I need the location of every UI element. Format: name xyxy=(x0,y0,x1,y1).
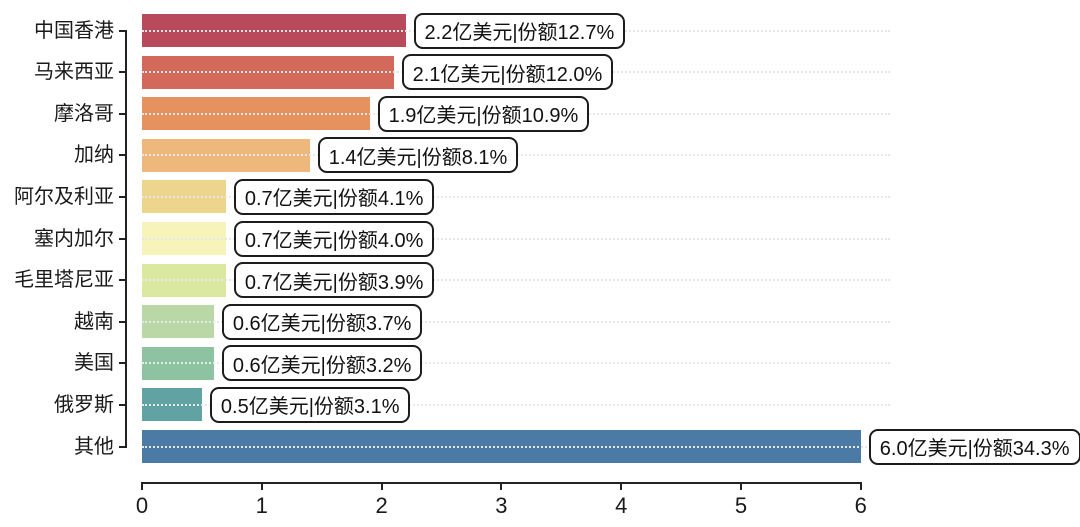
x-tick-label: 2 xyxy=(375,493,388,518)
x-tick xyxy=(500,484,503,490)
y-tick xyxy=(119,403,126,406)
category-label: 马来西亚 xyxy=(34,61,114,84)
grid-line xyxy=(142,362,890,365)
x-tick-label: 1 xyxy=(255,493,268,518)
x-tick-label: 5 xyxy=(734,493,748,518)
y-tick xyxy=(119,445,126,448)
x-tick xyxy=(859,484,862,490)
x-tick xyxy=(380,484,383,490)
category-label: 中国香港 xyxy=(34,19,114,42)
x-tick xyxy=(260,484,263,490)
y-tick xyxy=(119,29,126,32)
category-label: 其他 xyxy=(74,435,114,458)
x-tick xyxy=(620,484,623,490)
y-tick xyxy=(119,154,126,157)
y-tick xyxy=(119,112,126,115)
grid-line xyxy=(142,279,890,282)
category-label: 毛里塔尼亚 xyxy=(14,269,114,292)
grid-line xyxy=(142,237,890,240)
x-tick-label: 3 xyxy=(495,493,508,518)
value-label: 1.9亿美元|份额10.9% xyxy=(377,95,590,132)
y-tick xyxy=(119,320,126,323)
category-label: 阿尔及利亚 xyxy=(14,185,114,208)
grid-line xyxy=(142,195,890,198)
value-label: 0.6亿美元|份额3.7% xyxy=(221,303,423,340)
value-label: 0.7亿美元|份额4.0% xyxy=(233,220,435,257)
value-label: 1.4亿美元|份额8.1% xyxy=(317,137,519,174)
x-axis-line xyxy=(141,482,862,484)
x-tick-label: 0 xyxy=(135,493,149,518)
grid-line xyxy=(142,403,890,406)
category-label: 俄罗斯 xyxy=(54,393,114,416)
x-tick xyxy=(740,484,742,490)
category-label: 塞内加尔 xyxy=(34,227,114,250)
y-tick xyxy=(119,237,126,240)
x-tick xyxy=(141,484,143,490)
y-tick xyxy=(119,362,126,365)
value-label: 2.2亿美元|份额12.7% xyxy=(413,12,626,49)
value-label: 0.5亿美元|份额3.1% xyxy=(209,386,411,423)
category-label: 加纳 xyxy=(74,144,114,167)
value-label: 0.7亿美元|份额4.1% xyxy=(233,178,435,215)
y-tick xyxy=(119,71,126,74)
y-tick xyxy=(119,195,126,198)
x-tick-label: 6 xyxy=(854,493,867,518)
grid-line xyxy=(142,320,890,323)
category-label: 越南 xyxy=(74,310,114,333)
value-label: 0.6亿美元|份额3.2% xyxy=(221,345,423,382)
value-label: 6.0亿美元|份额34.3% xyxy=(868,428,1080,465)
value-label: 0.7亿美元|份额3.9% xyxy=(233,262,435,299)
x-tick-label: 4 xyxy=(615,493,628,518)
y-tick xyxy=(119,279,126,282)
category-label: 美国 xyxy=(74,352,114,375)
value-label: 2.1亿美元|份额12.0% xyxy=(401,54,614,91)
category-label: 摩洛哥 xyxy=(54,102,114,125)
grid-line xyxy=(142,445,890,448)
y-axis-line xyxy=(125,29,127,448)
